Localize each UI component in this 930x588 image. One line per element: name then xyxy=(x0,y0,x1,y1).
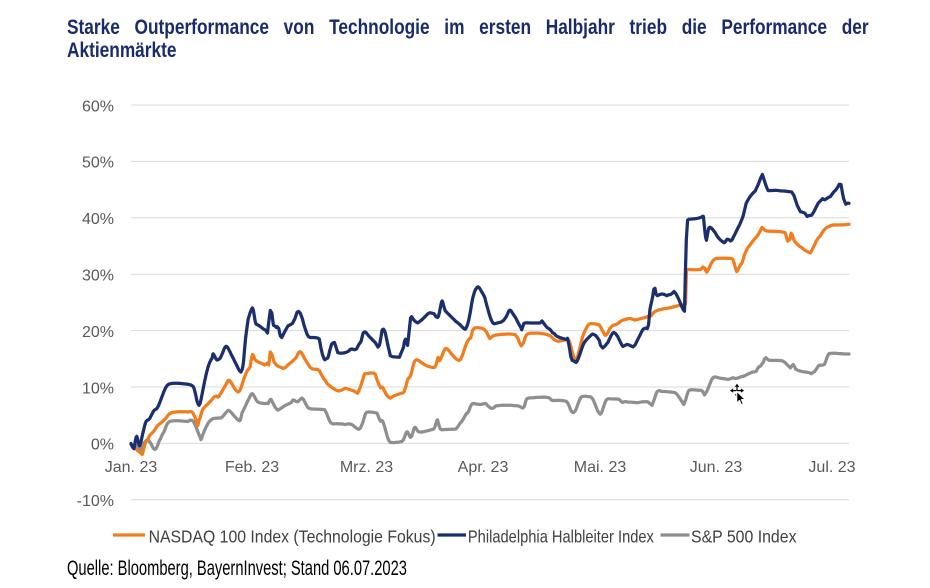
svg-text:Jul. 23: Jul. 23 xyxy=(808,459,855,476)
svg-text:Feb. 23: Feb. 23 xyxy=(225,459,279,476)
svg-text:-10%: -10% xyxy=(77,493,114,510)
svg-text:Jan. 23: Jan. 23 xyxy=(105,459,158,476)
svg-text:50%: 50% xyxy=(82,155,114,172)
svg-text:Mai. 23: Mai. 23 xyxy=(574,459,627,476)
svg-text:0%: 0% xyxy=(91,437,114,454)
svg-text:10%: 10% xyxy=(82,380,114,397)
svg-text:NASDAQ 100 Index (Technologie: NASDAQ 100 Index (Technologie Fokus) xyxy=(149,527,436,547)
svg-text:Mrz. 23: Mrz. 23 xyxy=(340,459,393,476)
svg-text:30%: 30% xyxy=(82,268,114,285)
svg-text:Philadelphia Halbleiter Index: Philadelphia Halbleiter Index xyxy=(468,527,654,547)
svg-text:Jun. 23: Jun. 23 xyxy=(690,459,743,476)
svg-text:40%: 40% xyxy=(82,211,114,228)
svg-text:Apr. 23: Apr. 23 xyxy=(458,459,509,476)
svg-text:S&P 500 Index: S&P 500 Index xyxy=(691,527,797,547)
svg-text:20%: 20% xyxy=(82,324,114,341)
svg-text:60%: 60% xyxy=(82,98,114,115)
